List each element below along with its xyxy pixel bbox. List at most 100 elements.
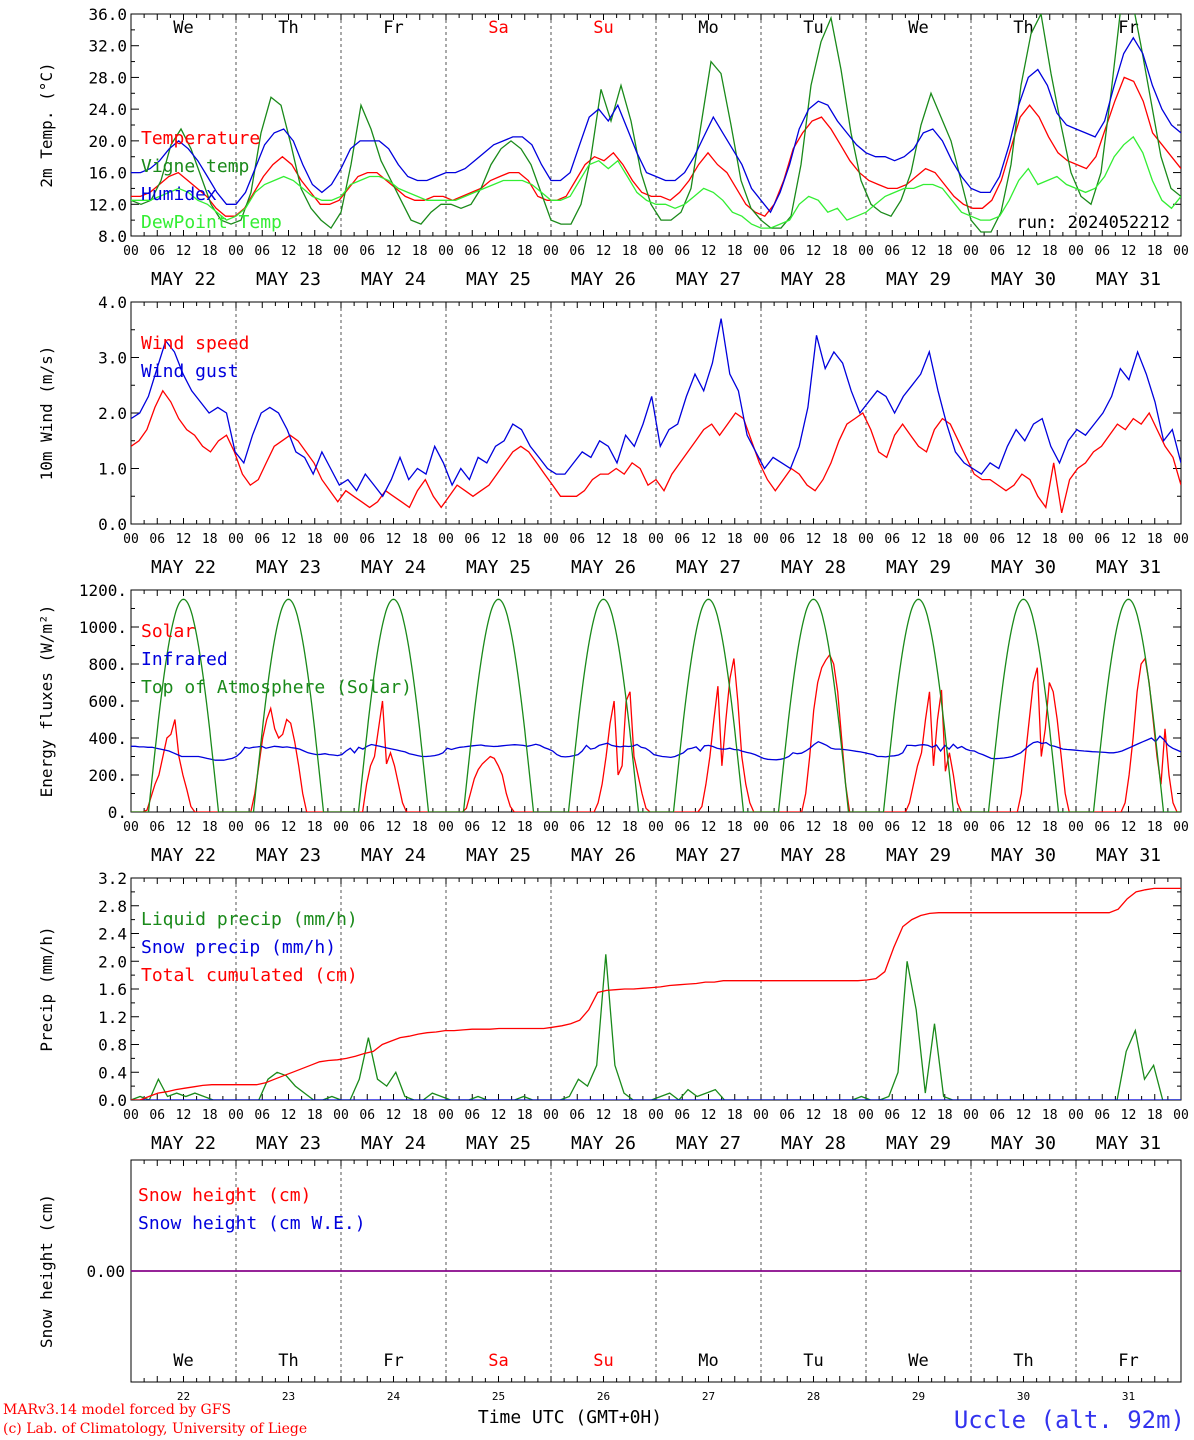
weekday-label: Sa [488,1351,508,1371]
hour-tick-label: 06 [254,1108,270,1123]
hour-tick-label: 06 [1094,244,1110,259]
series-line [131,318,1181,498]
date-label: MAY 26 [571,1133,636,1154]
hour-tick-label: 06 [254,532,270,547]
hour-tick-label: 18 [832,244,848,259]
legend-entry: Wind speed [141,333,249,354]
hour-tick-label: 06 [464,244,480,259]
legend-entry: Top of Atmosphere (Solar) [141,677,412,698]
hour-tick-label: 00 [963,820,979,835]
date-label: MAY 26 [571,845,636,866]
weekday-label: Fr [1118,1351,1138,1371]
hour-tick-label: 00 [1173,244,1189,259]
hour-tick-label: 06 [779,244,795,259]
hour-tick-label: 12 [596,1108,612,1123]
hour-tick-label: 00 [753,1108,769,1123]
hour-tick-label: 00 [858,820,874,835]
panel-2: 0.0 1.0 2.0 3.0 4.0 10m Wind (m/s) 00 06 12 18 MAY… [37,293,1189,578]
y-tick-label: 3.0 [98,349,127,368]
series-line [131,887,1181,1100]
legend-entry: Temperature [141,128,260,149]
date-label: MAY 31 [1096,845,1161,866]
date-label: MAY 30 [991,269,1056,290]
y-tick-label: 0.0 [98,1091,127,1110]
hour-tick-label: 18 [517,244,533,259]
hour-tick-label: 18 [202,532,218,547]
hour-tick-label: 06 [569,1108,585,1123]
hour-tick-label: 00 [228,244,244,259]
hour-tick-label: 18 [622,244,638,259]
date-number-label: 27 [702,1390,715,1403]
hour-tick-label: 00 [648,244,664,259]
y-tick-label: 20.0 [88,132,127,151]
weekday-label: Tu [803,18,823,38]
legend-entry: DewPoint Temp [141,212,282,233]
hour-tick-label: 06 [149,244,165,259]
hour-tick-label: 18 [307,820,323,835]
hour-tick-label: 18 [622,820,638,835]
hour-tick-label: 18 [1042,244,1058,259]
hour-tick-label: 18 [832,820,848,835]
y-axis-label: 10m Wind (m/s) [37,346,56,481]
date-label: MAY 30 [991,557,1056,578]
legend-entry: Liquid precip (mm/h) [141,909,358,930]
hour-tick-label: 00 [228,532,244,547]
hour-tick-label: 00 [648,532,664,547]
hour-tick-label: 12 [911,1108,927,1123]
date-label: MAY 27 [676,269,741,290]
date-label: MAY 23 [256,845,321,866]
date-label: MAY 31 [1096,557,1161,578]
hour-tick-label: 00 [123,244,139,259]
hour-tick-label: 12 [806,820,822,835]
date-label: MAY 24 [361,557,426,578]
hour-tick-label: 06 [359,820,375,835]
y-tick-label: 16.0 [88,164,127,183]
date-label: MAY 28 [781,269,846,290]
lab-credit: (c) Lab. of Climatology, University of L… [3,1421,307,1437]
hour-tick-label: 18 [1147,820,1163,835]
hour-tick-label: 06 [779,532,795,547]
y-tick-label: 36.0 [88,5,127,24]
hour-tick-label: 18 [307,532,323,547]
y-tick-label: 600. [88,692,127,711]
hour-tick-label: 12 [701,1108,717,1123]
hour-tick-label: 06 [674,244,690,259]
hour-tick-label: 18 [202,820,218,835]
hour-tick-label: 06 [359,532,375,547]
weekday-label: We [908,1351,928,1371]
y-axis-label: Precip (mm/h) [37,926,56,1051]
hour-tick-label: 12 [176,1108,192,1123]
legend-entry: Humidex [141,184,217,205]
hour-tick-label: 12 [281,244,297,259]
hour-tick-label: 12 [1121,532,1137,547]
hour-tick-label: 06 [1094,532,1110,547]
hour-tick-label: 00 [438,244,454,259]
weekday-label: Fr [383,1351,403,1371]
hour-tick-label: 18 [832,1108,848,1123]
hour-tick-label: 12 [806,1108,822,1123]
hour-tick-label: 18 [727,244,743,259]
hour-tick-label: 00 [228,1108,244,1123]
y-tick-label: 24.0 [88,100,127,119]
series-line [131,954,1181,1100]
weekday-label: Th [1013,1351,1033,1371]
weekday-label: Sa [488,18,508,38]
date-number-label: 29 [912,1390,925,1403]
date-label: MAY 31 [1096,1133,1161,1154]
hour-tick-label: 18 [832,532,848,547]
hour-tick-label: 06 [359,1108,375,1123]
y-tick-label: 2.0 [98,404,127,423]
hour-tick-label: 06 [884,1108,900,1123]
hour-tick-label: 06 [464,1108,480,1123]
hour-tick-label: 00 [543,532,559,547]
model-credit: MARv3.14 model forced by GFS [3,1402,231,1418]
date-number-label: 28 [807,1390,820,1403]
hour-tick-label: 06 [779,1108,795,1123]
hour-tick-label: 06 [989,820,1005,835]
hour-tick-label: 12 [281,1108,297,1123]
hour-tick-label: 12 [701,820,717,835]
hour-tick-label: 12 [491,532,507,547]
hour-tick-label: 18 [1042,820,1058,835]
date-number-label: 26 [597,1390,610,1403]
date-label: MAY 23 [256,1133,321,1154]
